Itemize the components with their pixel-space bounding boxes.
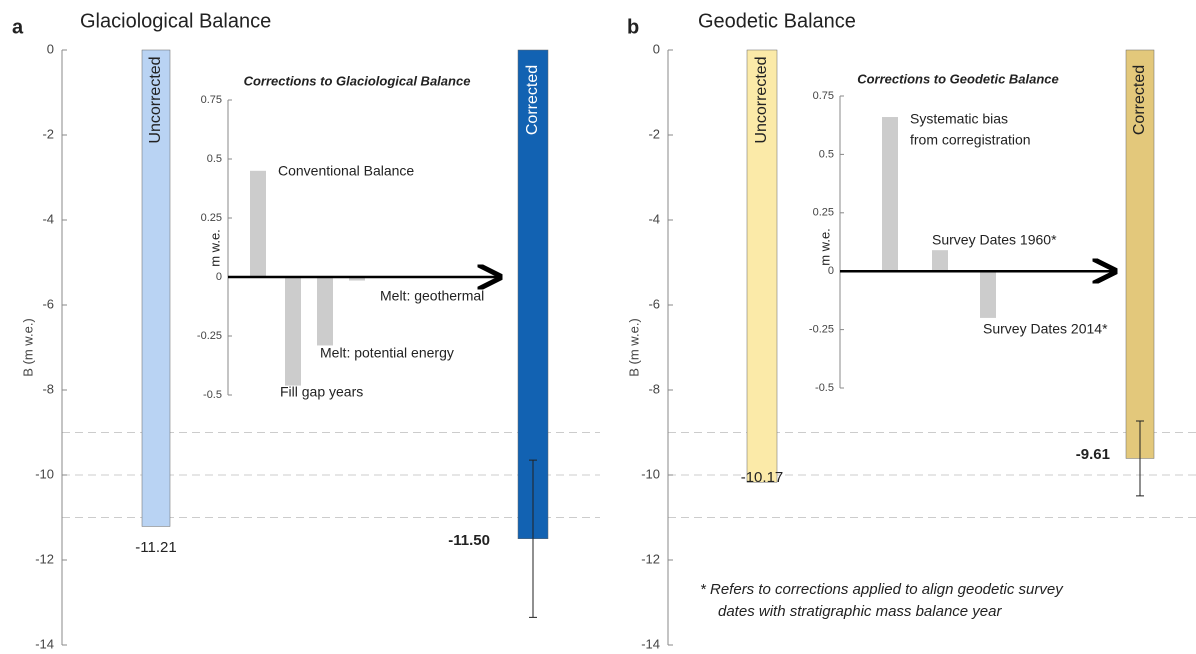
inset-y-label: m w.e. — [817, 228, 832, 266]
y-tick-label: -14 — [35, 636, 54, 651]
inset-y-tick-label: 0.5 — [819, 148, 834, 160]
inset-bar — [980, 271, 996, 318]
y-tick-label: -14 — [641, 636, 660, 651]
inset-y-label: m w.e. — [207, 229, 222, 267]
y-axis-label: B (m w.e.) — [626, 318, 641, 377]
inset-y-tick-label: 0 — [828, 265, 834, 277]
inset-bar — [349, 277, 365, 281]
y-tick-label: -10 — [35, 466, 54, 481]
inset-y-tick-label: 0.25 — [201, 212, 222, 224]
bar — [746, 49, 778, 483]
y-tick-label: -8 — [648, 381, 660, 396]
panel-letter: b — [627, 16, 639, 38]
inset-bar-label: from corregistration — [910, 132, 1031, 148]
inset-bar — [932, 250, 948, 272]
bar — [517, 49, 549, 539]
inset-bar-label: Survey Dates 2014* — [983, 321, 1108, 337]
bar — [1125, 49, 1155, 459]
footnote: dates with stratigraphic mass balance ye… — [718, 603, 1002, 620]
inset-title: Corrections to Geodetic Balance — [857, 71, 1059, 86]
y-tick-label: -4 — [648, 211, 660, 226]
inset-y-tick-label: 0.75 — [201, 94, 222, 106]
y-tick-label: -12 — [641, 551, 660, 566]
y-tick-label: 0 — [47, 41, 54, 56]
inset-y-tick-label: -0.5 — [203, 389, 222, 401]
panel-title: Geodetic Balance — [698, 10, 856, 32]
inset-bar — [317, 277, 333, 346]
y-tick-label: -2 — [42, 126, 54, 141]
y-tick-label: -6 — [42, 296, 54, 311]
inset-y-tick-label: 0.25 — [813, 207, 834, 219]
bar — [141, 49, 171, 527]
bar-category-label: Uncorrected — [147, 56, 164, 143]
error-bar — [529, 459, 537, 618]
value-label: -11.50 — [448, 532, 490, 549]
inset-y-tick-label: 0.75 — [813, 90, 834, 102]
y-tick-label: -12 — [35, 551, 54, 566]
y-tick-label: -6 — [648, 296, 660, 311]
bar-category-label: Corrected — [1131, 65, 1148, 135]
inset-y-tick-label: 0.5 — [207, 153, 222, 165]
value-label: -11.21 — [135, 539, 176, 556]
inset-bar-label: Survey Dates 1960* — [932, 232, 1057, 248]
bar-category-label: Corrected — [524, 65, 541, 135]
inset-y-tick-label: -0.25 — [809, 324, 834, 336]
inset-bar-label: Systematic bias — [910, 111, 1008, 127]
inset-bar — [882, 117, 898, 272]
inset-bar-label: Melt: potential energy — [320, 345, 454, 361]
inset-title: Corrections to Glaciological Balance — [244, 73, 471, 88]
panel-title: Glaciological Balance — [80, 10, 271, 32]
inset-y-tick-label: -0.25 — [197, 330, 222, 342]
y-tick-label: 0 — [653, 41, 660, 56]
inset-bar-label: Fill gap years — [280, 384, 363, 400]
y-tick-label: -8 — [42, 381, 54, 396]
y-axis-label: B (m w.e.) — [20, 318, 35, 377]
y-tick-label: -10 — [641, 466, 660, 481]
inset-bar-label: Conventional Balance — [278, 163, 414, 179]
value-label: -10.17 — [741, 469, 784, 486]
inset-y-tick-label: 0 — [216, 271, 222, 283]
inset-bar-label: Melt: geothermal — [380, 288, 484, 304]
value-label: -9.61 — [1076, 446, 1110, 463]
error-bar — [1136, 420, 1144, 497]
bar-category-label: Uncorrected — [753, 56, 770, 143]
inset-bar — [285, 277, 301, 386]
y-tick-label: -4 — [42, 211, 54, 226]
inset-bar — [250, 170, 266, 277]
panel-letter: a — [12, 16, 24, 38]
inset-y-tick-label: -0.5 — [815, 382, 834, 394]
y-tick-label: -2 — [648, 126, 660, 141]
footnote: * Refers to corrections applied to align… — [700, 581, 1064, 598]
